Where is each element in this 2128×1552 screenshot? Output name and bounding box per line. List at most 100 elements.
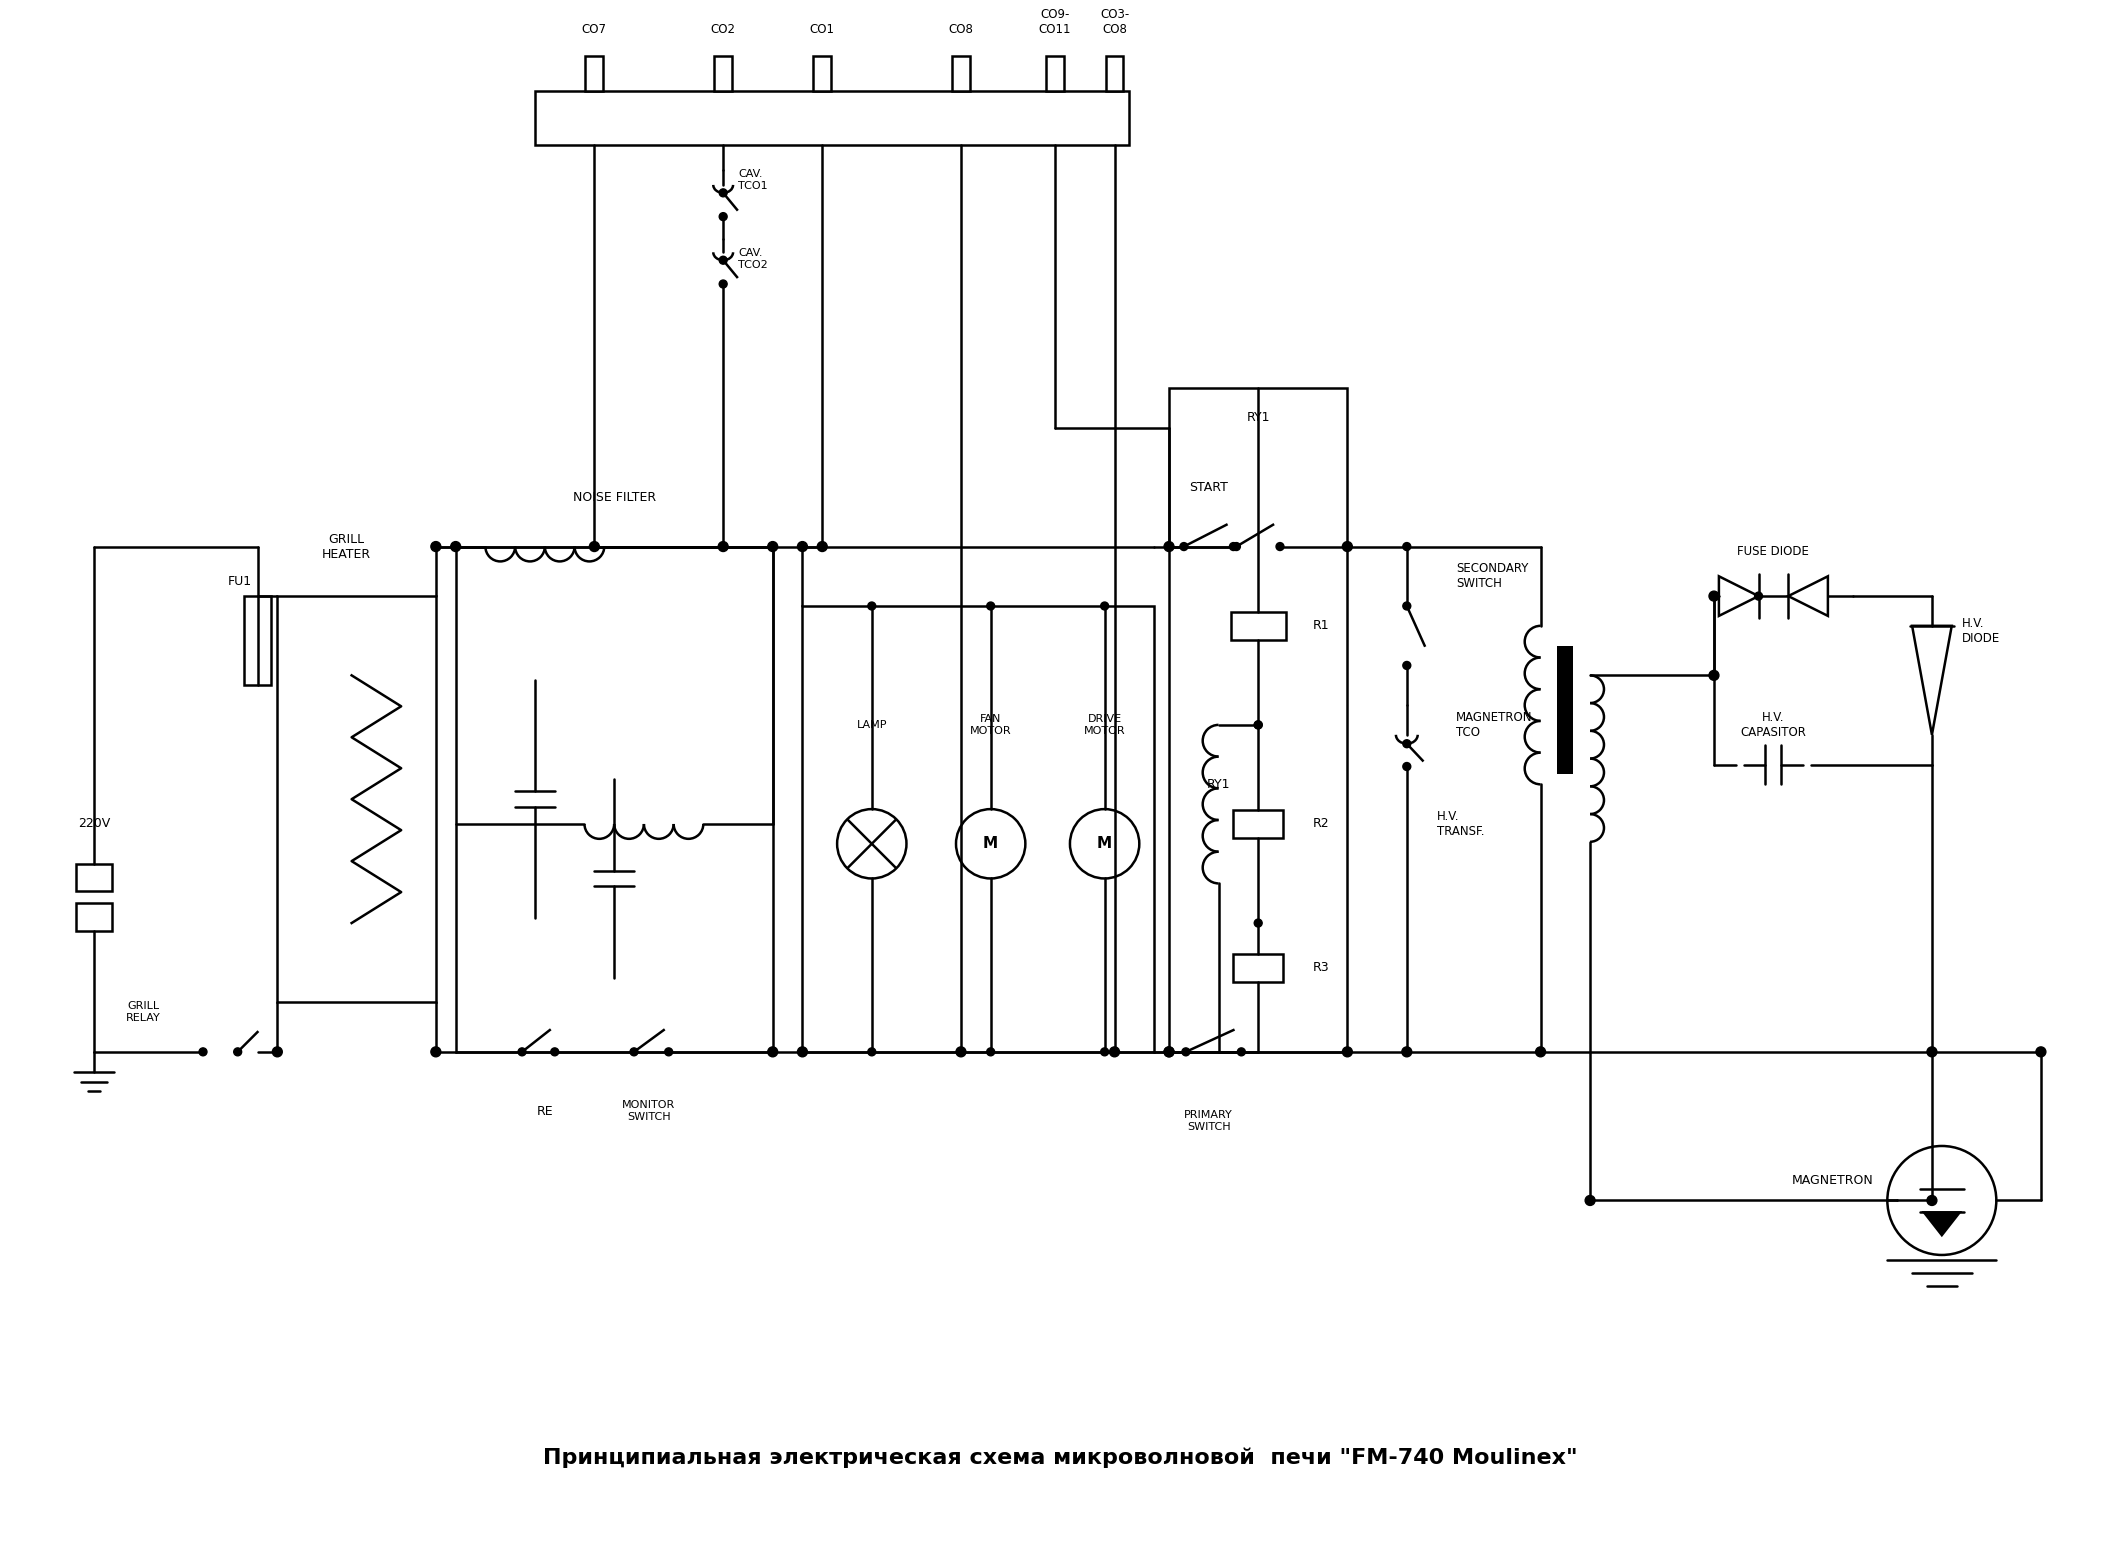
Circle shape (719, 189, 728, 197)
Circle shape (234, 1048, 243, 1055)
Circle shape (451, 542, 460, 551)
Text: FAN
MOTOR: FAN MOTOR (970, 714, 1011, 736)
Text: H.V.
CAPASITOR: H.V. CAPASITOR (1741, 711, 1807, 739)
Text: MAGNETRON: MAGNETRON (1792, 1175, 1875, 1187)
Bar (1168, 388, 1347, 1052)
Text: CO7: CO7 (581, 23, 606, 36)
Circle shape (430, 1048, 440, 1057)
Circle shape (1402, 740, 1411, 748)
Circle shape (1402, 602, 1411, 610)
Circle shape (200, 1048, 206, 1055)
Text: 220V: 220V (79, 818, 111, 830)
Circle shape (1402, 661, 1411, 669)
Circle shape (1343, 542, 1351, 551)
Circle shape (868, 1048, 877, 1055)
Text: NOISE FILTER: NOISE FILTER (572, 490, 655, 503)
Text: SECONDARY
SWITCH: SECONDARY SWITCH (1456, 562, 1528, 590)
Circle shape (664, 1048, 672, 1055)
Circle shape (817, 542, 828, 551)
Circle shape (1109, 1048, 1119, 1057)
Polygon shape (1924, 1212, 1960, 1235)
Circle shape (719, 256, 728, 264)
Circle shape (1253, 722, 1262, 729)
Text: R1: R1 (1313, 619, 1330, 632)
Circle shape (1181, 1048, 1190, 1055)
Bar (277, 596, 436, 1003)
Text: MONITOR
SWITCH: MONITOR SWITCH (621, 1100, 675, 1122)
Text: Принципиальная электрическая схема микроволновой  печи "FM-740 Moulinex": Принципиальная электрическая схема микро… (543, 1448, 1577, 1468)
Circle shape (1402, 1048, 1411, 1057)
Bar (77, 863, 113, 891)
Text: FU1: FU1 (228, 574, 251, 588)
Circle shape (768, 542, 777, 551)
Bar (1107, 56, 1124, 90)
Circle shape (836, 809, 907, 878)
Circle shape (1232, 543, 1241, 551)
Circle shape (1253, 919, 1262, 927)
Circle shape (1888, 1145, 1996, 1256)
Circle shape (589, 542, 600, 551)
Circle shape (1164, 542, 1175, 551)
Circle shape (955, 1048, 966, 1057)
Circle shape (1756, 593, 1762, 601)
Text: FUSE DIODE: FUSE DIODE (1736, 545, 1809, 559)
Circle shape (1070, 809, 1138, 878)
Text: DRIVE
MOTOR: DRIVE MOTOR (1083, 714, 1126, 736)
Circle shape (430, 542, 440, 551)
Text: CO8: CO8 (949, 23, 972, 36)
Circle shape (551, 1048, 560, 1055)
Text: START: START (1190, 481, 1228, 494)
Circle shape (1179, 543, 1187, 551)
Text: RY1: RY1 (1207, 778, 1230, 792)
Bar (1234, 810, 1283, 838)
Text: R3: R3 (1313, 961, 1330, 975)
Circle shape (1277, 543, 1283, 551)
Text: GRILL
HEATER: GRILL HEATER (321, 532, 370, 560)
Circle shape (868, 602, 877, 610)
Circle shape (1236, 1048, 1245, 1055)
Text: LAMP: LAMP (858, 720, 887, 729)
Text: CO2: CO2 (711, 23, 736, 36)
Circle shape (517, 1048, 526, 1055)
Circle shape (955, 809, 1026, 878)
Bar (455, 546, 772, 1052)
Circle shape (1100, 1048, 1109, 1055)
Circle shape (2036, 1048, 2045, 1057)
Circle shape (1402, 762, 1411, 770)
Circle shape (1100, 602, 1109, 610)
Bar (585, 56, 602, 90)
Circle shape (798, 542, 807, 551)
Circle shape (719, 279, 728, 289)
Polygon shape (1719, 576, 1758, 616)
Circle shape (719, 542, 728, 551)
Polygon shape (1788, 576, 1828, 616)
Circle shape (1253, 722, 1262, 729)
Text: H.V.
DIODE: H.V. DIODE (1962, 616, 2000, 644)
Circle shape (272, 1048, 283, 1057)
Circle shape (1585, 1195, 1596, 1206)
Bar (243, 596, 272, 686)
Bar (951, 56, 970, 90)
Circle shape (768, 1048, 777, 1057)
Text: CO9-
CO11: CO9- CO11 (1038, 8, 1070, 36)
Circle shape (1164, 1048, 1175, 1057)
Text: CO1: CO1 (811, 23, 834, 36)
Bar (715, 56, 732, 90)
Text: CAV.
TCO2: CAV. TCO2 (738, 248, 768, 270)
Circle shape (719, 213, 728, 220)
Circle shape (1928, 1048, 1936, 1057)
Bar (77, 903, 113, 931)
Text: M: M (983, 837, 998, 852)
Bar (1232, 611, 1285, 639)
Text: R2: R2 (1313, 818, 1330, 830)
Circle shape (1709, 670, 1719, 680)
Circle shape (987, 602, 994, 610)
Text: CO3-
CO8: CO3- CO8 (1100, 8, 1130, 36)
Circle shape (1536, 1048, 1545, 1057)
Text: RE: RE (536, 1105, 553, 1117)
Circle shape (987, 1048, 994, 1055)
Bar (1234, 954, 1283, 981)
Bar (534, 90, 1130, 146)
Circle shape (630, 1048, 638, 1055)
Bar (1558, 646, 1573, 774)
